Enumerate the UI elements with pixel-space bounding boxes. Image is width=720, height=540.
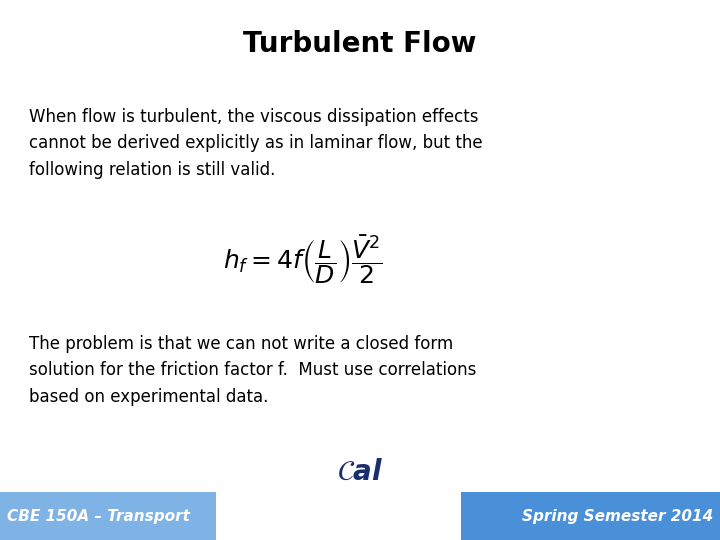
Text: CBE 150A – Transport: CBE 150A – Transport bbox=[7, 509, 190, 524]
Text: Spring Semester 2014: Spring Semester 2014 bbox=[521, 509, 713, 524]
FancyBboxPatch shape bbox=[0, 492, 216, 540]
Text: Turbulent Flow: Turbulent Flow bbox=[243, 30, 477, 58]
Text: $\mathcal{C}$al: $\mathcal{C}$al bbox=[337, 458, 383, 486]
Text: $h_f = 4f\left(\dfrac{L}{D}\right)\dfrac{\bar{V}^2}{2}$: $h_f = 4f\left(\dfrac{L}{D}\right)\dfrac… bbox=[222, 233, 382, 286]
Text: The problem is that we can not write a closed form
solution for the friction fac: The problem is that we can not write a c… bbox=[29, 335, 476, 406]
Text: When flow is turbulent, the viscous dissipation effects
cannot be derived explic: When flow is turbulent, the viscous diss… bbox=[29, 108, 482, 179]
FancyBboxPatch shape bbox=[461, 492, 720, 540]
